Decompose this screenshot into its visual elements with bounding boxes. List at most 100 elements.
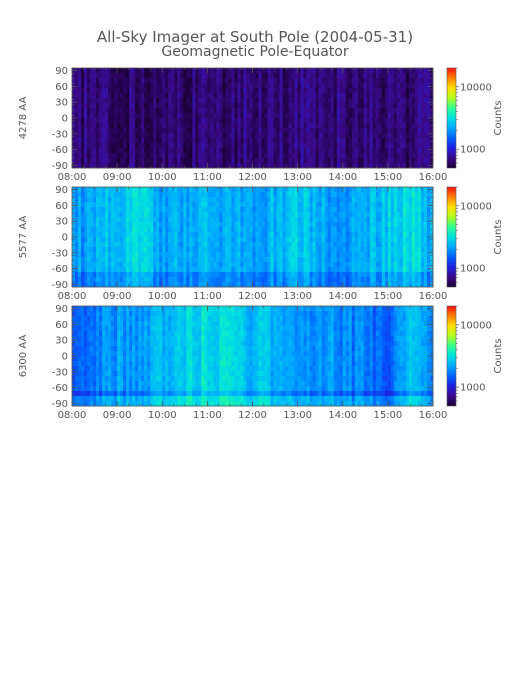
heatmap-cell: [258, 103, 262, 109]
heatmap-cell: [204, 272, 208, 278]
heatmap-cell: [354, 163, 359, 169]
heatmap-cell: [177, 148, 181, 154]
heatmap-cell: [327, 153, 332, 159]
heatmap-cell: [360, 207, 365, 213]
heatmap-cell: [213, 207, 217, 213]
heatmap-cell: [192, 148, 196, 154]
heatmap-cell: [207, 68, 211, 74]
heatmap-cell: [189, 262, 193, 268]
heatmap-cell: [267, 197, 271, 203]
heatmap-cell: [144, 212, 148, 218]
heatmap-cell: [183, 207, 187, 213]
heatmap-cell: [159, 103, 163, 109]
heatmap-cell: [102, 98, 106, 104]
heatmap-cell: [297, 103, 302, 109]
heatmap-cell: [120, 282, 124, 288]
heatmap-cell: [150, 242, 154, 248]
heatmap-cell: [231, 217, 235, 223]
heatmap-cell: [357, 83, 362, 89]
heatmap-cell: [303, 262, 308, 268]
heatmap-cell: [255, 197, 259, 203]
heatmap-cell: [291, 277, 296, 283]
heatmap-cell: [150, 192, 154, 198]
heatmap-cell: [147, 163, 151, 169]
heatmap-cell: [408, 98, 413, 104]
heatmap-cell: [138, 123, 142, 129]
heatmap-cell: [354, 267, 359, 273]
heatmap-cell: [138, 118, 142, 124]
heatmap-cell: [183, 192, 187, 198]
heatmap-cell: [378, 187, 383, 193]
heatmap-cell: [132, 133, 136, 139]
heatmap-cell: [333, 103, 338, 109]
heatmap-cell: [117, 277, 121, 283]
heatmap-cell: [399, 153, 404, 159]
heatmap-cell: [357, 78, 362, 84]
heatmap-cell: [396, 148, 401, 154]
heatmap-cell: [366, 277, 371, 283]
heatmap-cell: [204, 197, 208, 203]
heatmap-cell: [402, 118, 407, 124]
heatmap-cell: [384, 68, 389, 74]
heatmap-cell: [375, 163, 380, 169]
heatmap-cell: [243, 282, 247, 288]
heatmap-cell: [342, 247, 347, 253]
heatmap-cell: [108, 143, 112, 149]
heatmap-cell: [123, 222, 127, 228]
heatmap-cell: [81, 242, 85, 248]
heatmap-cell: [261, 93, 265, 99]
heatmap-cell: [426, 108, 431, 114]
heatmap-cell: [174, 108, 178, 114]
heatmap-cell: [291, 227, 296, 233]
heatmap-cell: [246, 93, 250, 99]
heatmap-cell: [171, 108, 175, 114]
heatmap-cell: [405, 123, 410, 129]
heatmap-cell: [291, 78, 296, 84]
heatmap-cell: [354, 123, 359, 129]
heatmap-cell: [177, 123, 181, 129]
heatmap-cell: [402, 128, 407, 134]
heatmap-cell: [300, 192, 305, 198]
heatmap-cell: [123, 123, 127, 129]
heatmap-cell: [144, 217, 148, 223]
heatmap-cell: [321, 108, 326, 114]
heatmap-cell: [396, 282, 401, 288]
heatmap-cell: [342, 133, 347, 139]
heatmap-cell: [318, 212, 323, 218]
heatmap-cell: [87, 138, 91, 144]
heatmap-cell: [342, 93, 347, 99]
heatmap-cell: [78, 217, 82, 223]
heatmap-cell: [102, 118, 106, 124]
heatmap-cell: [150, 163, 154, 169]
heatmap-cell: [312, 128, 317, 134]
heatmap-cell: [177, 133, 181, 139]
heatmap-cell: [312, 272, 317, 278]
heatmap-cell: [78, 113, 82, 119]
heatmap-cell: [105, 103, 109, 109]
heatmap-cell: [411, 212, 416, 218]
heatmap-cell: [180, 73, 184, 79]
heatmap-cell: [411, 247, 416, 253]
heatmap-cell: [390, 247, 395, 253]
heatmap-cell: [288, 282, 293, 288]
heatmap-cell: [165, 108, 169, 114]
heatmap-cell: [138, 93, 142, 99]
heatmap-cell: [216, 187, 220, 193]
heatmap-cell: [210, 88, 214, 94]
heatmap-cell: [123, 192, 127, 198]
heatmap-cell: [93, 143, 97, 149]
heatmap-cell: [309, 68, 314, 74]
heatmap-cell: [330, 277, 335, 283]
heatmap-cell: [420, 138, 425, 144]
heatmap-cell: [336, 163, 341, 169]
heatmap-cell: [159, 282, 163, 288]
heatmap-cell: [255, 88, 259, 94]
heatmap-cell: [162, 158, 166, 164]
heatmap-cell: [183, 222, 187, 228]
heatmap-cell: [78, 123, 82, 129]
heatmap-cell: [171, 197, 175, 203]
heatmap-cell: [192, 227, 196, 233]
heatmap-cell: [318, 118, 323, 124]
heatmap-cell: [315, 207, 320, 213]
heatmap-cell: [399, 158, 404, 164]
